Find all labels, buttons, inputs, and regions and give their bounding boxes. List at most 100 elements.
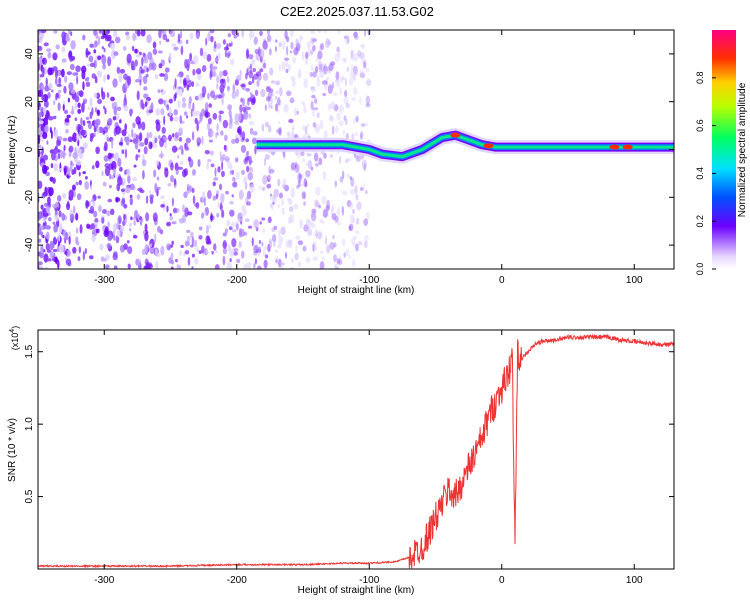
noise-speck bbox=[338, 30, 341, 35]
noise-speck bbox=[258, 246, 262, 253]
noise-speck bbox=[218, 114, 222, 121]
noise-speck bbox=[102, 209, 107, 215]
noise-speck bbox=[337, 221, 342, 226]
noise-speck bbox=[204, 150, 210, 155]
noise-speck bbox=[316, 202, 320, 208]
noise-speck bbox=[66, 71, 72, 76]
noise-speck bbox=[163, 100, 166, 106]
noise-speck bbox=[135, 154, 139, 161]
noise-speck bbox=[353, 86, 358, 96]
noise-speck bbox=[266, 183, 272, 189]
noise-speck bbox=[325, 236, 328, 246]
noise-speck bbox=[159, 40, 162, 45]
noise-speck bbox=[69, 213, 75, 222]
noise-speck bbox=[103, 258, 107, 262]
noise-speck bbox=[131, 45, 135, 52]
noise-speck bbox=[328, 63, 334, 72]
noise-speck bbox=[204, 111, 211, 118]
noise-speck bbox=[216, 212, 220, 218]
noise-speck bbox=[116, 221, 120, 230]
noise-speck bbox=[143, 57, 149, 64]
noise-speck bbox=[365, 103, 371, 108]
noise-speck bbox=[331, 82, 335, 89]
noise-speck bbox=[238, 240, 242, 248]
noise-speck bbox=[226, 85, 230, 92]
noise-speck bbox=[337, 259, 343, 265]
noise-speck bbox=[38, 261, 43, 266]
noise-speck bbox=[87, 106, 91, 110]
noise-speck bbox=[169, 212, 172, 217]
noise-speck bbox=[209, 30, 215, 34]
noise-speck bbox=[334, 180, 338, 187]
noise-speck bbox=[304, 125, 308, 136]
noise-speck bbox=[213, 177, 219, 181]
noise-speck bbox=[138, 67, 142, 77]
noise-speck bbox=[264, 254, 269, 259]
noise-speck bbox=[253, 244, 259, 254]
noise-speck bbox=[113, 265, 118, 269]
noise-speck bbox=[348, 225, 352, 231]
noise-speck bbox=[168, 98, 174, 104]
noise-speck bbox=[357, 50, 362, 57]
x-tick-label: 0 bbox=[499, 575, 505, 586]
noise-speck bbox=[184, 240, 190, 247]
noise-speck bbox=[265, 96, 272, 102]
noise-speck bbox=[84, 175, 88, 180]
noise-speck bbox=[99, 30, 102, 34]
noise-speck bbox=[179, 250, 182, 257]
noise-speck bbox=[268, 48, 272, 56]
y-tick-label: 0.5 bbox=[24, 489, 35, 503]
noise-speck bbox=[101, 46, 105, 50]
noise-speck bbox=[58, 76, 62, 86]
noise-speck bbox=[244, 181, 248, 190]
noise-speck bbox=[226, 261, 233, 269]
noise-speck bbox=[308, 51, 313, 57]
noise-speck bbox=[347, 158, 352, 162]
noise-speck bbox=[181, 87, 184, 93]
noise-speck bbox=[167, 183, 172, 187]
noise-speck bbox=[364, 30, 367, 37]
noise-speck bbox=[359, 131, 364, 140]
noise-speck bbox=[323, 30, 327, 34]
noise-speck bbox=[158, 63, 163, 69]
noise-speck bbox=[355, 243, 359, 252]
noise-speck bbox=[311, 210, 316, 218]
noise-speck bbox=[264, 154, 270, 160]
noise-speck bbox=[38, 134, 41, 145]
noise-speck bbox=[258, 239, 262, 245]
noise-speck bbox=[38, 226, 42, 236]
noise-speck bbox=[235, 223, 239, 231]
noise-speck bbox=[232, 83, 236, 93]
noise-speck bbox=[246, 150, 250, 156]
noise-speck bbox=[99, 243, 104, 251]
noise-speck bbox=[328, 69, 331, 74]
noise-speck bbox=[154, 233, 157, 243]
noise-speck bbox=[211, 67, 216, 77]
noise-speck bbox=[84, 180, 90, 190]
noise-speck bbox=[169, 30, 176, 38]
noise-speck bbox=[221, 96, 224, 106]
noise-speck bbox=[125, 186, 131, 194]
noise-speck bbox=[70, 192, 73, 200]
noise-speck bbox=[191, 187, 195, 194]
noise-speck bbox=[334, 52, 340, 63]
noise-speck bbox=[216, 123, 219, 132]
noise-speck bbox=[204, 102, 209, 112]
noise-speck bbox=[135, 116, 141, 125]
noise-speck bbox=[316, 74, 320, 81]
noise-speck bbox=[302, 125, 306, 131]
noise-speck bbox=[343, 35, 350, 40]
noise-speck bbox=[85, 199, 89, 209]
noise-speck bbox=[175, 167, 179, 176]
noise-speck bbox=[329, 114, 334, 123]
noise-speck bbox=[152, 41, 157, 49]
noise-speck bbox=[52, 236, 57, 245]
noise-speck bbox=[232, 177, 236, 182]
noise-speck bbox=[113, 251, 118, 258]
noise-speck bbox=[57, 152, 61, 160]
noise-speck bbox=[303, 178, 307, 188]
noise-speck bbox=[315, 56, 319, 62]
noise-speck bbox=[309, 72, 314, 78]
noise-speck bbox=[226, 52, 231, 59]
